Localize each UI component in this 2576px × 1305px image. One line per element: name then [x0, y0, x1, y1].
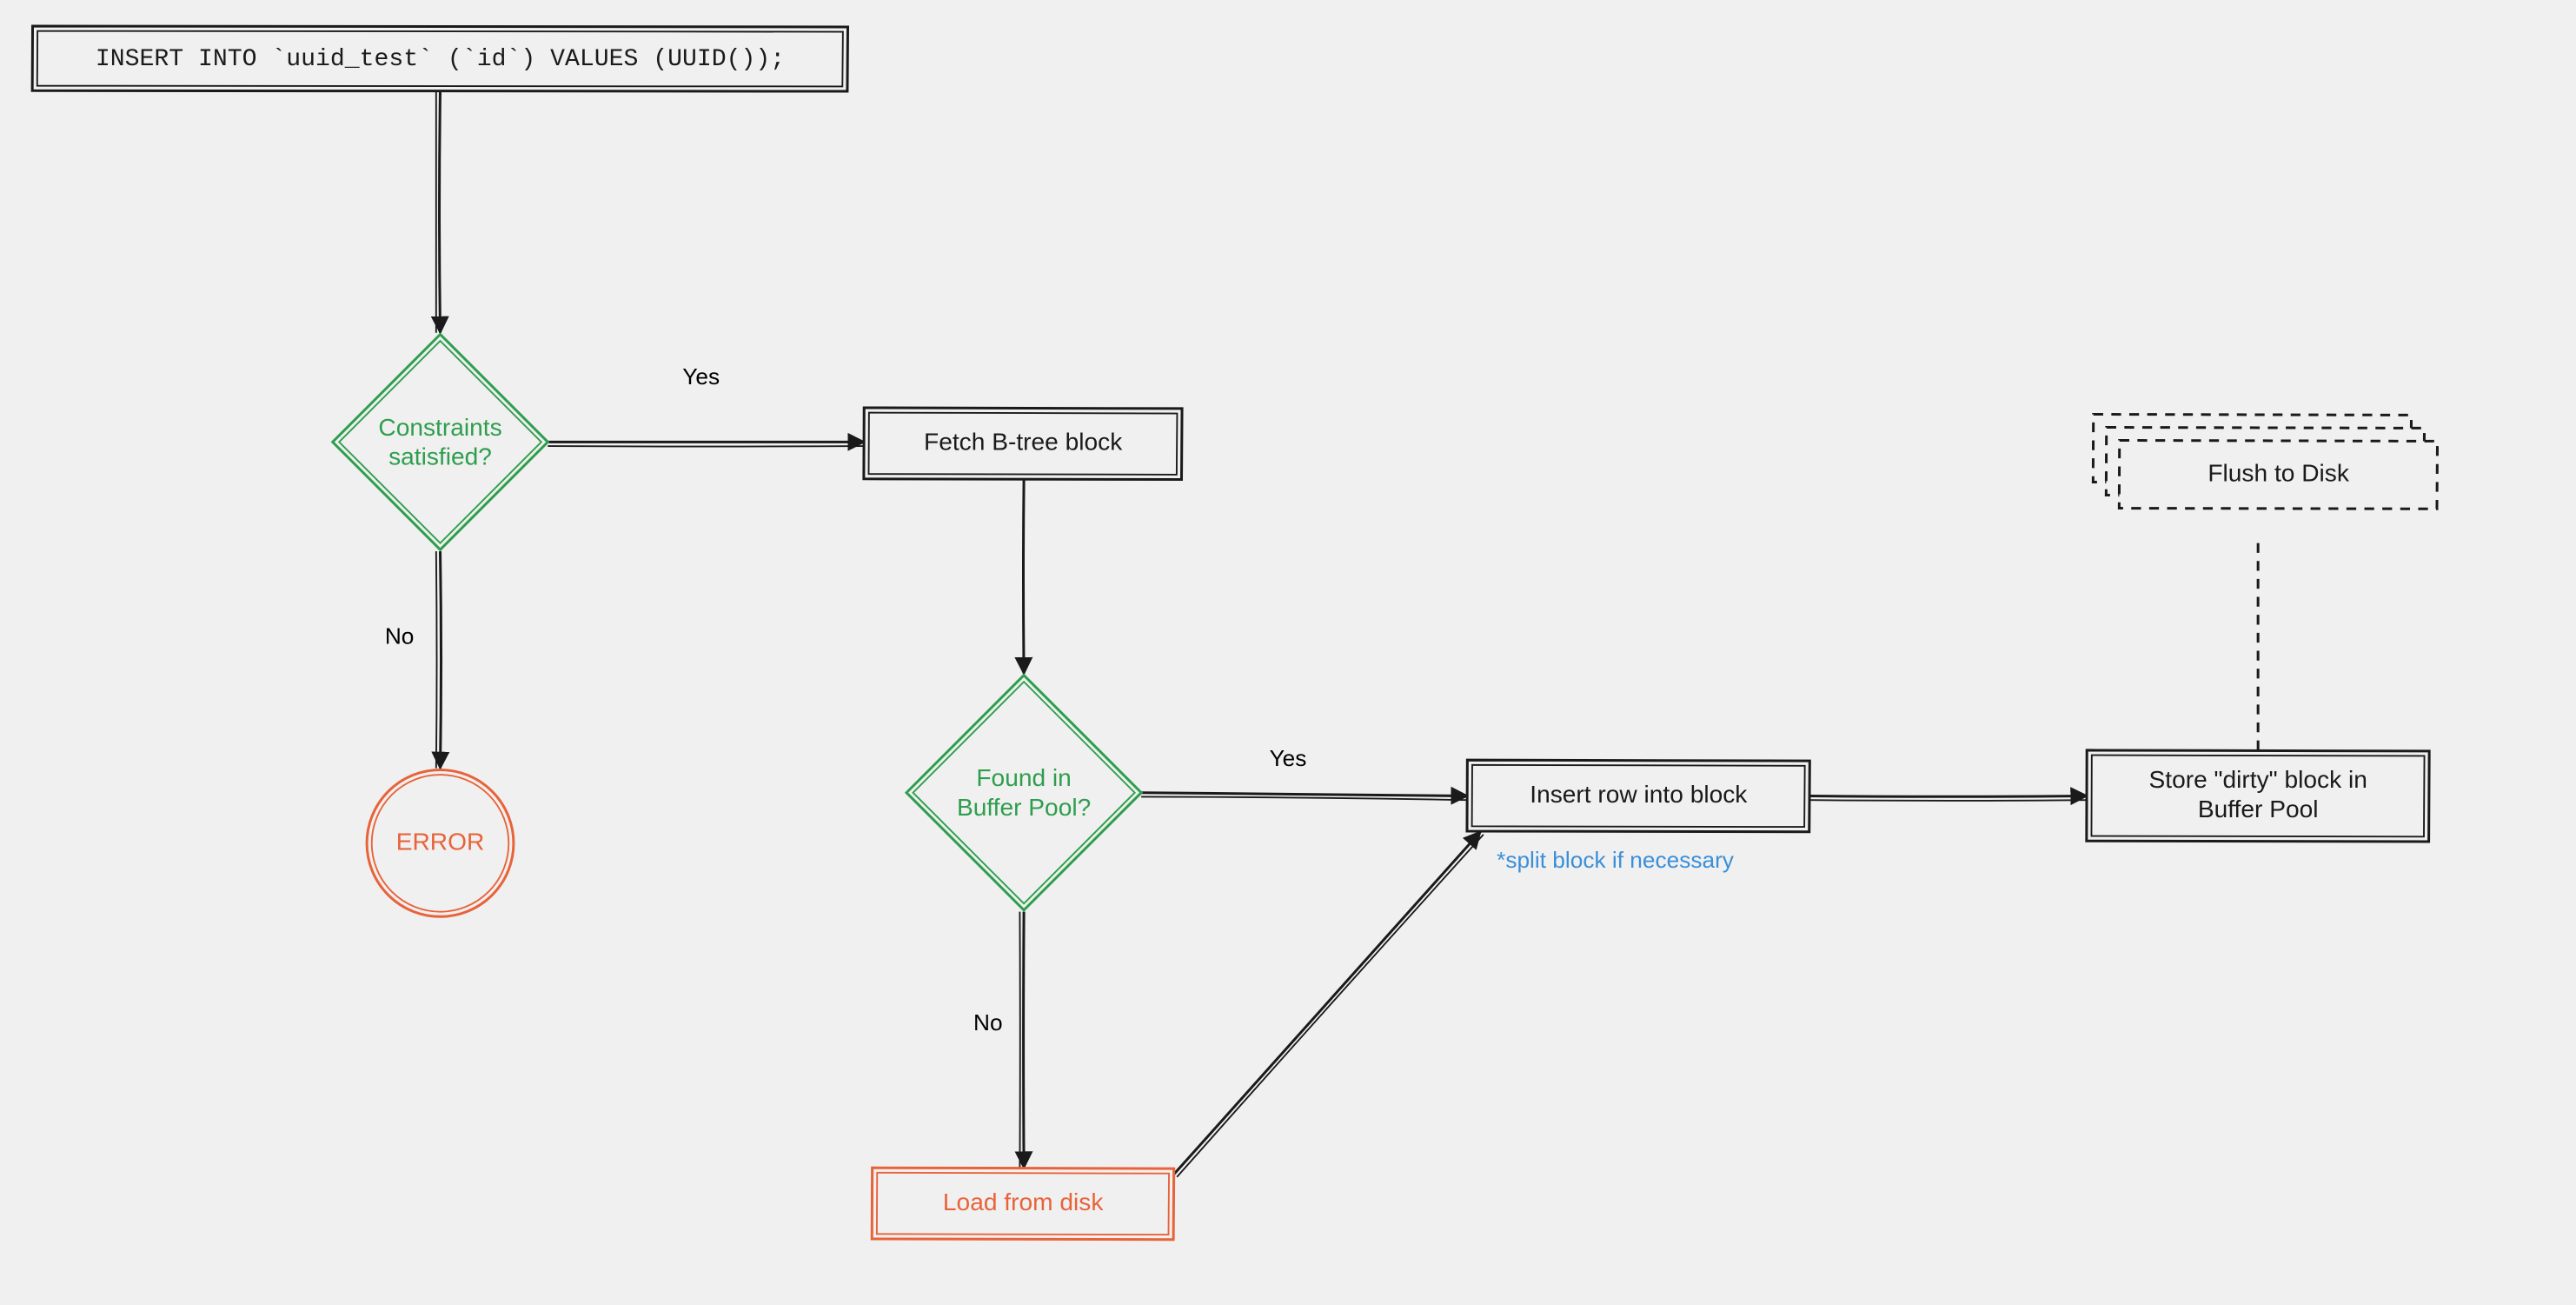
fetch_buffer-edge	[1023, 480, 1024, 674]
flowchart-canvas: INSERT INTO `uuid_test` (`id`) VALUES (U…	[0, 0, 2576, 1305]
svg-text:Constraints: Constraints	[378, 414, 501, 441]
svg-text:Store "dirty" block in: Store "dirty" block in	[2149, 766, 2367, 793]
svg-text:Yes: Yes	[682, 363, 720, 390]
svg-text:Buffer Pool?: Buffer Pool?	[957, 794, 1091, 821]
svg-text:satisfied?: satisfied?	[388, 443, 492, 470]
svg-text:Buffer Pool: Buffer Pool	[2198, 796, 2319, 822]
svg-text:Flush to Disk: Flush to Disk	[2208, 459, 2349, 486]
svg-text:No: No	[385, 623, 415, 649]
split-annotation: *split block if necessary	[1497, 847, 1735, 873]
sql-node: INSERT INTO `uuid_test` (`id`) VALUES (U…	[32, 26, 847, 91]
svg-text:ERROR: ERROR	[396, 828, 485, 855]
insert-node: Insert row into block	[1467, 760, 1809, 832]
svg-text:Yes: Yes	[1270, 745, 1307, 771]
svg-text:Found in: Found in	[976, 764, 1071, 791]
svg-text:Load from disk: Load from disk	[943, 1188, 1104, 1215]
svg-text:Fetch B-tree block: Fetch B-tree block	[924, 429, 1123, 456]
svg-text:INSERT INTO `uuid_test` (`id`): INSERT INTO `uuid_test` (`id`) VALUES (U…	[96, 46, 785, 73]
load-node: Load from disk	[872, 1168, 1173, 1240]
svg-text:Insert row into block: Insert row into block	[1530, 781, 1748, 808]
flush-node: Flush to Disk	[2093, 414, 2437, 509]
svg-text:No: No	[973, 1009, 1003, 1035]
error-node: ERROR	[367, 769, 514, 916]
fetch-node: Fetch B-tree block	[864, 408, 1182, 480]
store-node: Store "dirty" block in Buffer Pool	[2087, 750, 2429, 842]
background	[0, 0, 2576, 1305]
